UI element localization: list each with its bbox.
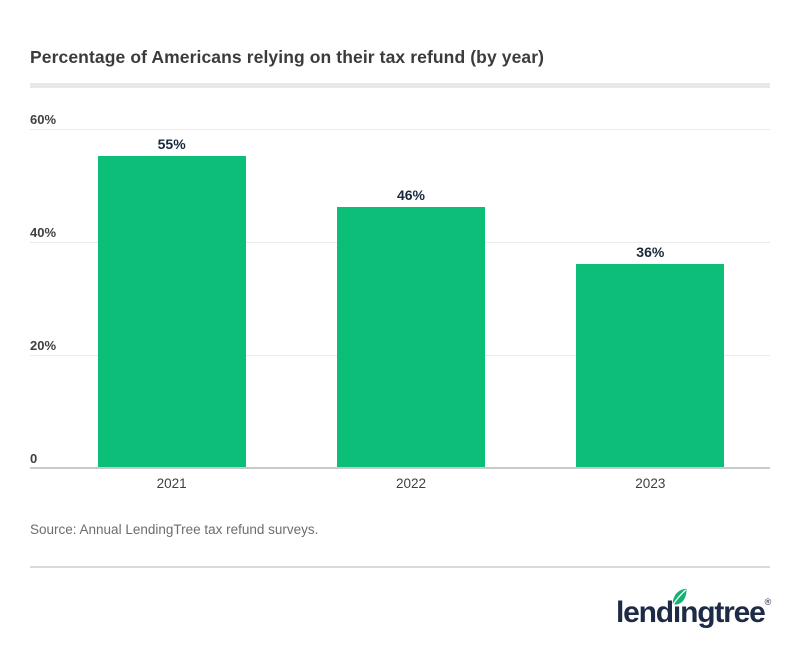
- lendingtree-logo: lend ıngtree®: [616, 586, 772, 630]
- x-category-label-2023: 2023: [635, 476, 666, 491]
- bar-value-label-2023: 36%: [636, 244, 665, 260]
- y-tick-label-0: 0: [30, 451, 38, 466]
- wordmark-part2: ngtree: [680, 596, 766, 629]
- bar-2023: [576, 264, 725, 467]
- source-note: Source: Annual LendingTree tax refund su…: [30, 522, 319, 537]
- footer: lend ıngtree®: [30, 568, 772, 648]
- x-category-label-2022: 2022: [395, 476, 427, 491]
- plot-area: 60% 40% 20% 0 55% 46% 36%: [30, 109, 770, 469]
- gridline-60: [30, 129, 770, 130]
- bar-column-2022: 46%: [291, 130, 530, 467]
- x-axis-line: [30, 467, 770, 469]
- x-axis-category-row: 2021 2022 2023: [52, 476, 770, 491]
- wordmark-i: ı: [672, 588, 687, 630]
- bar-2021: [97, 156, 246, 467]
- bar-column-2021: 55%: [52, 130, 291, 467]
- leaf-icon: [670, 580, 688, 605]
- footer-divider: [30, 566, 770, 568]
- lendingtree-wordmark: lend ıngtree®: [616, 588, 772, 630]
- wordmark-part1: lend: [616, 596, 674, 629]
- title-divider: [30, 83, 770, 88]
- bar-value-label-2021: 55%: [157, 136, 186, 152]
- bar-chart: 60% 40% 20% 0 55% 46% 36%: [30, 109, 770, 469]
- bars-region: 55% 46% 36%: [52, 130, 770, 467]
- x-category-label-2021: 2021: [156, 476, 187, 491]
- bar-2022: [336, 207, 485, 467]
- y-tick-label-20: 20%: [30, 338, 57, 353]
- bar-column-2023: 36%: [531, 130, 770, 467]
- y-tick-label-40: 40%: [30, 225, 57, 240]
- registered-mark: ®: [764, 597, 772, 607]
- chart-title: Percentage of Americans relying on their…: [30, 47, 545, 67]
- wordmark-i-glyph: ı: [672, 596, 681, 629]
- bar-value-label-2022: 46%: [396, 187, 425, 203]
- y-tick-label-60: 60%: [30, 112, 57, 127]
